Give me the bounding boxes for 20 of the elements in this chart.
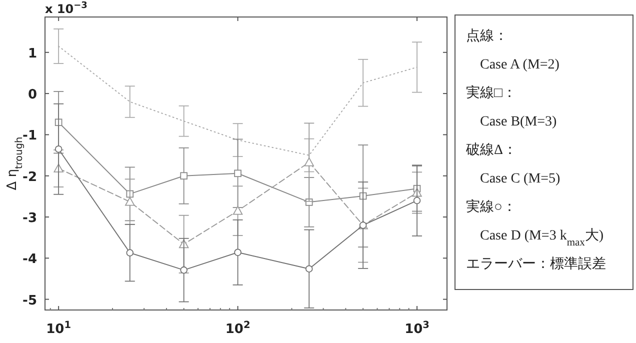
text: 実線○：: [466, 199, 516, 215]
y-tick-label: -4: [22, 252, 37, 268]
text: 実線□：: [466, 85, 516, 101]
x-tick-label: 10$^{1}$: [46, 320, 72, 337]
text: 点線：: [466, 28, 508, 44]
text: Case B(M=3): [480, 114, 558, 130]
y-tick-label: -5: [22, 293, 37, 308]
text: エラーバー：標準誤差: [466, 256, 606, 272]
y-tick-label: -1: [22, 128, 37, 144]
text: Case D (M=3 k$_{max}$大): [480, 228, 604, 248]
y-tick-label: -2: [22, 170, 37, 185]
y-tick-label: 0: [28, 88, 37, 103]
text: 破線Δ：: [465, 142, 518, 158]
x-tick-label: 10$^{2}$: [225, 320, 250, 337]
chart-title: x 10$^{−3}$: [45, 1, 88, 16]
x-tick-label: 10$^{3}$: [404, 320, 430, 337]
y-tick-label: 1: [28, 46, 37, 62]
y-tick-label: -3: [22, 210, 37, 226]
text: Case A (M=2): [480, 58, 560, 72]
text: Case C (M=5): [480, 172, 561, 186]
